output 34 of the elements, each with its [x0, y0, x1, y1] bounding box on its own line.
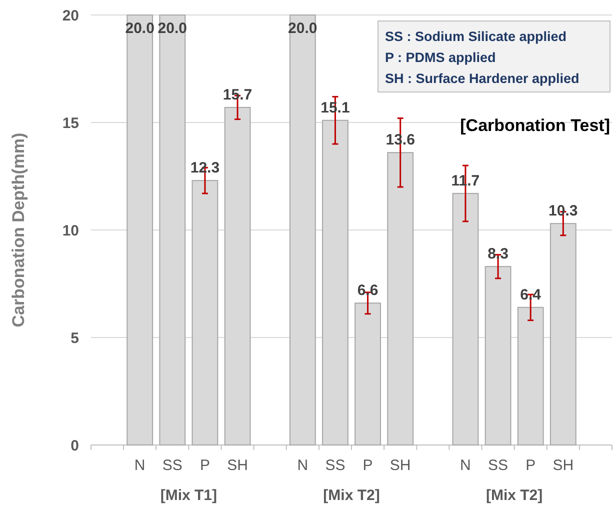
data-label: 6.4: [520, 286, 542, 304]
text: [Carbonation Test]: [460, 116, 610, 135]
y-tick-label: 0: [70, 437, 79, 454]
data-label: 20.0: [125, 20, 154, 37]
data-label: 20.0: [288, 20, 318, 37]
y-axis-title: Carbonation Depth(mm): [9, 132, 28, 328]
x-tick-label: N: [134, 457, 146, 474]
y-tick-label: 20: [62, 7, 79, 24]
x-tick-label: P: [200, 457, 210, 474]
y-tick-label: 10: [62, 222, 79, 240]
x-tick-label: SH: [390, 457, 411, 474]
text: [Mix T1]: [160, 487, 218, 504]
data-label: 10.3: [548, 202, 578, 220]
x-tick-label: P: [526, 457, 536, 474]
x-tick-label: SH: [227, 457, 248, 474]
x-tick-label: N: [297, 457, 308, 474]
data-label: 15.7: [222, 86, 252, 104]
x-tick-label: P: [362, 457, 373, 474]
y-tick-label: 5: [70, 330, 79, 347]
x-tick-label: N: [460, 457, 471, 474]
x-tick-label: SS: [488, 457, 508, 474]
x-tick-label: SH: [552, 457, 574, 474]
annotation: P : PDMS applied: [385, 50, 496, 65]
y-tick-label: 15: [62, 114, 79, 132]
x-tick-label: SS: [162, 457, 182, 474]
text: [Mix T2]: [486, 487, 543, 504]
annotation: SS : Sodium Silicate applied: [385, 29, 567, 44]
data-label: 6.6: [357, 282, 378, 300]
data-label: 20.0: [158, 20, 188, 37]
x-tick-label: SS: [325, 457, 346, 474]
text: [Mix T2]: [323, 487, 380, 504]
data-label: 12.3: [190, 160, 220, 177]
data-label: 8.3: [488, 246, 508, 263]
annotation: SH : Surface Hardener applied: [385, 71, 580, 86]
